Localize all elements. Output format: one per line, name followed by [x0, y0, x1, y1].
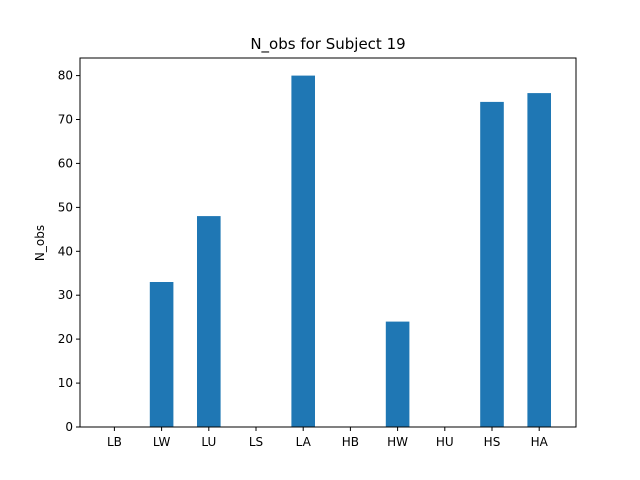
bar-hs: [480, 101, 504, 428]
bar-hw: [385, 321, 410, 427]
bar-lw: [149, 282, 174, 427]
x-tick-label-lb: LB: [107, 435, 122, 449]
y-tick-label: 60: [58, 156, 73, 170]
x-tick-label-ls: LS: [249, 435, 263, 449]
bar-ha: [527, 93, 551, 427]
x-tick-label-hb: HB: [342, 435, 359, 449]
y-tick-label: 70: [58, 113, 73, 127]
x-tick-label-hs: HS: [484, 435, 501, 449]
chart-title: N_obs for Subject 19: [250, 35, 405, 54]
x-tick-label-lu: LU: [201, 435, 216, 449]
bar-la: [291, 75, 315, 427]
y-tick-label: 50: [58, 200, 73, 214]
x-tick-label-hu: HU: [436, 435, 454, 449]
y-ticks-group: 0 10 20 30 40 50 60 70 80: [58, 69, 80, 434]
x-tick-label-la: LA: [296, 435, 312, 449]
bars-group: [149, 75, 551, 428]
bar-lu: [197, 216, 221, 427]
x-ticks-group: LB LW LU LS LA HB HW HU HS HA: [107, 427, 549, 449]
y-tick-label: 10: [58, 376, 73, 390]
x-tick-label-ha: HA: [531, 435, 549, 449]
y-tick-label: 80: [58, 69, 73, 83]
y-tick-label: 20: [58, 332, 73, 346]
y-tick-label: 40: [58, 244, 73, 258]
x-tick-label-lw: LW: [153, 435, 171, 449]
y-tick-label: 0: [65, 420, 73, 434]
x-tick-label-hw: HW: [387, 435, 408, 449]
y-axis-label: N_obs: [33, 225, 47, 261]
y-tick-label: 30: [58, 288, 73, 302]
plot-frame: [79, 57, 577, 428]
